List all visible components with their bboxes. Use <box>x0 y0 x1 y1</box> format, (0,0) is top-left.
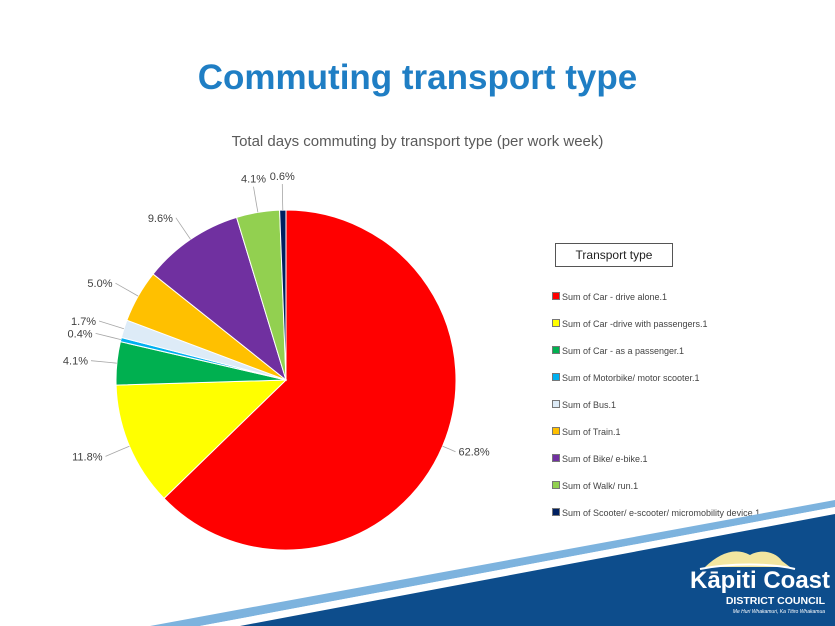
legend-item: Sum of Bike/ e-bike.1 <box>552 454 648 464</box>
chart-title: Total days commuting by transport type (… <box>231 133 604 150</box>
legend-label: Sum of Car -drive with passengers.1 <box>562 319 708 329</box>
slide-title: Commuting transport type <box>197 58 638 97</box>
legend-label: Sum of Bike/ e-bike.1 <box>562 454 648 464</box>
data-label: 5.0% <box>87 278 112 290</box>
logo-name: Kāpiti Coast <box>689 567 830 594</box>
legend-swatch <box>552 373 560 381</box>
legend-item: Sum of Bus.1 <box>552 400 616 410</box>
legend-item: Sum of Motorbike/ motor scooter.1 <box>552 373 700 383</box>
legend-item: Sum of Car -drive with passengers.1 <box>552 319 708 329</box>
logo-subtitle: DISTRICT COUNCIL <box>725 595 825 607</box>
data-labels: 62.8% 11.8% 4.1% 0.4%1.7% 5.0% 9.6% 4.1% 0.6% <box>63 171 490 463</box>
data-label: 11.8% <box>72 451 103 463</box>
data-label: 9.6% <box>148 213 173 225</box>
legend-swatch <box>552 508 560 516</box>
pie-slice <box>279 209 287 381</box>
legend-swatch <box>552 292 560 300</box>
legend-label: Sum of Scooter/ e-scooter/ micromobility… <box>562 508 761 518</box>
leader-line <box>175 217 191 240</box>
mountain-icon <box>699 551 796 570</box>
legend-swatch <box>552 481 560 489</box>
data-label: 4.1% <box>63 356 88 368</box>
legend-item: Sum of Car - as a passenger.1 <box>552 346 684 356</box>
pie-slice <box>163 209 457 551</box>
leader-line <box>442 445 456 453</box>
data-label: 62.8% <box>459 447 490 459</box>
leader-line <box>105 445 130 457</box>
footer-blue-band <box>240 514 835 626</box>
pie-slices <box>115 209 457 551</box>
legend-swatch <box>552 400 560 408</box>
data-label: 1.7% <box>71 316 96 328</box>
data-label: 0.4% <box>68 328 93 340</box>
leader-line <box>95 333 121 340</box>
council-logo: Kāpiti Coast DISTRICT COUNCIL Me Huri Wh… <box>660 545 830 625</box>
pie-slice <box>115 379 288 500</box>
legend-label: Sum of Motorbike/ motor scooter.1 <box>562 373 700 383</box>
legend-label: Sum of Train.1 <box>562 427 621 437</box>
legend-label: Sum of Walk/ run.1 <box>562 481 639 491</box>
pie-slice <box>152 216 287 382</box>
legend-swatch <box>552 346 560 354</box>
leader-line <box>115 282 139 297</box>
data-label: 4.1% <box>241 174 266 186</box>
legend-swatch <box>552 319 560 327</box>
legend-item: Sum of Car - drive alone.1 <box>552 292 667 302</box>
legend-item: Sum of Train.1 <box>552 427 621 437</box>
leader-line <box>281 183 284 211</box>
data-label: 0.6% <box>270 171 295 183</box>
legend-title: Transport type <box>555 243 673 267</box>
leader-line <box>90 360 117 364</box>
legend-label: Sum of Car - drive alone.1 <box>562 292 668 302</box>
leader-lines <box>90 183 456 457</box>
legend-swatch <box>552 454 560 462</box>
footer-light-stripe <box>150 500 835 626</box>
footer-white-stripe <box>200 507 835 626</box>
leader-line <box>98 320 125 330</box>
leader-line <box>253 186 259 213</box>
legend-item: Sum of Scooter/ e-scooter/ micromobility… <box>552 508 760 518</box>
legend-label: Sum of Car - as a passenger.1 <box>562 346 685 356</box>
legend-label: Sum of Bus.1 <box>562 400 617 410</box>
legend-swatch <box>552 427 560 435</box>
legend-item: Sum of Walk/ run.1 <box>552 481 638 491</box>
logo-tagline: Me Huri Whakamuri, Ka Titiro Whakamua <box>732 609 825 615</box>
